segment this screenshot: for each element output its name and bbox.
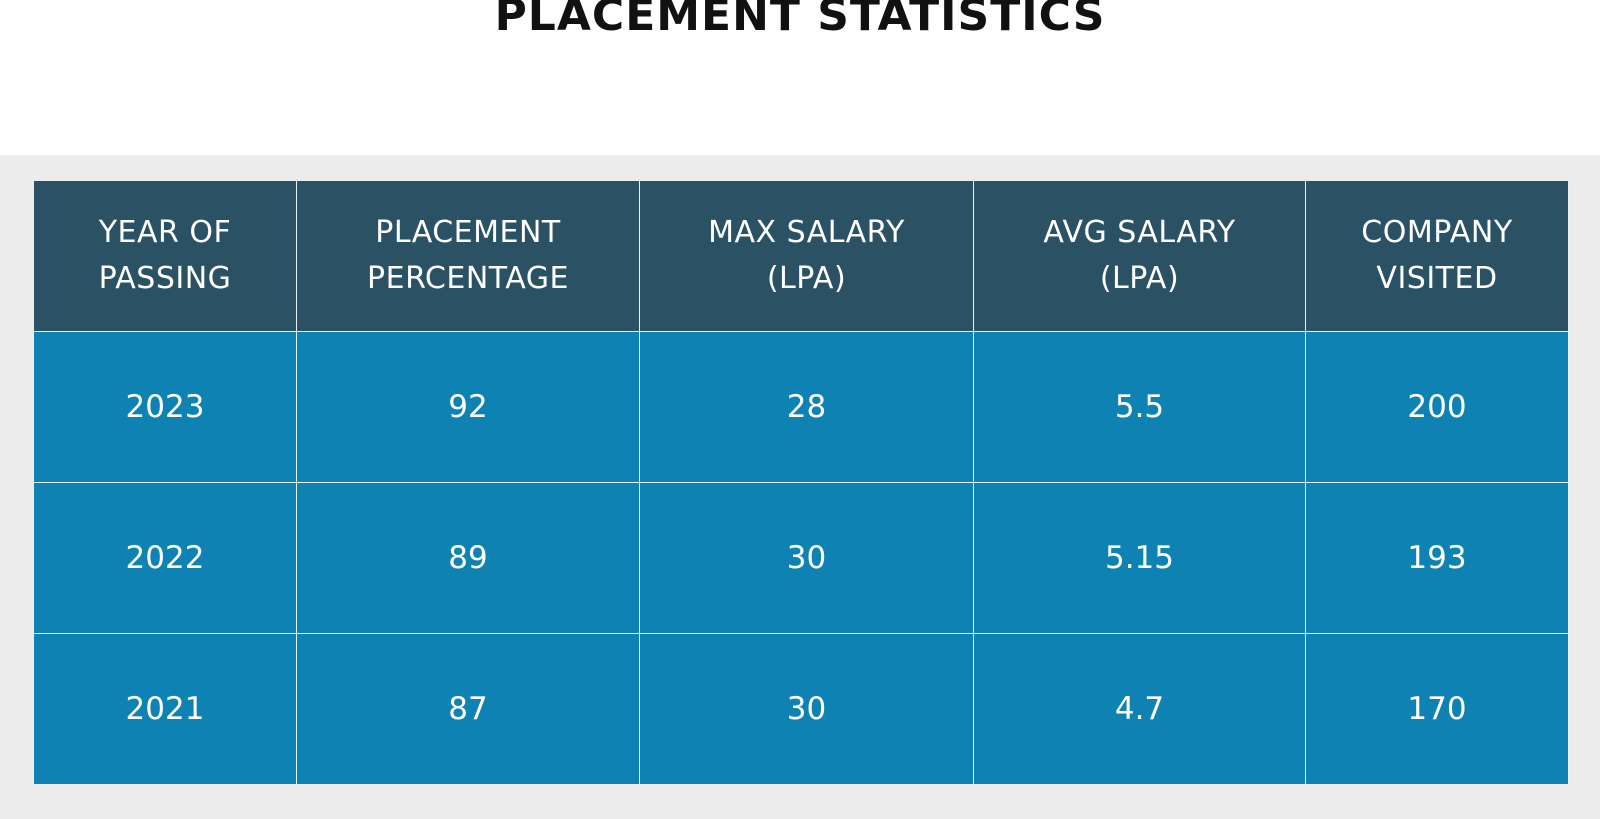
table-body: 2023 92 28 5.5 200 2022 89 30 5.15 193 2021 87 30 4.7…	[33, 331, 1569, 785]
table-cell: 28	[639, 331, 974, 483]
header-text: MAX SALARY	[708, 215, 905, 250]
table-cell: 2023	[33, 331, 297, 483]
table-row: 2021 87 30 4.7 170	[33, 633, 1569, 785]
table-cell: 193	[1305, 482, 1569, 634]
table-cell: 5.15	[973, 482, 1306, 634]
table-cell: 5.5	[973, 331, 1306, 483]
header-text: YEAR OF	[98, 215, 232, 250]
table-cell: 30	[639, 482, 974, 634]
table-cell: 4.7	[973, 633, 1306, 785]
table-cell: 2022	[33, 482, 297, 634]
table-cell: 200	[1305, 331, 1569, 483]
header-text: PERCENTAGE	[367, 261, 569, 296]
table-cell: 170	[1305, 633, 1569, 785]
header-text: VISITED	[1376, 261, 1498, 296]
table-cell: 89	[296, 482, 640, 634]
header-cell: PLACEMENT PERCENTAGE	[296, 180, 640, 332]
header-cell: AVG SALARY (LPA)	[973, 180, 1306, 332]
table-cell: 87	[296, 633, 640, 785]
table-row: 2023 92 28 5.5 200	[33, 331, 1569, 483]
header-row: YEAR OF PASSING PLACEMENT PERCENTAGE MAX SAL…	[33, 180, 1569, 332]
placement-table: YEAR OF PASSING PLACEMENT PERCENTAGE MAX SAL…	[33, 180, 1569, 785]
header-cell: YEAR OF PASSING	[33, 180, 297, 332]
header-text: PLACEMENT	[375, 215, 561, 250]
header-text: AVG SALARY	[1043, 215, 1236, 250]
header-text: COMPANY	[1361, 215, 1513, 250]
header-text: (LPA)	[766, 261, 847, 296]
table-cell: 30	[639, 633, 974, 785]
header-cell: MAX SALARY (LPA)	[639, 180, 974, 332]
page-title: PLACEMENT STATISTICS	[494, 0, 1106, 41]
table-cell: 2021	[33, 633, 297, 785]
header-cell: COMPANY VISITED	[1305, 180, 1569, 332]
table-row: 2022 89 30 5.15 193	[33, 482, 1569, 634]
header-text: PASSING	[98, 261, 232, 296]
table-cell: 92	[296, 331, 640, 483]
header-text: (LPA)	[1099, 261, 1180, 296]
